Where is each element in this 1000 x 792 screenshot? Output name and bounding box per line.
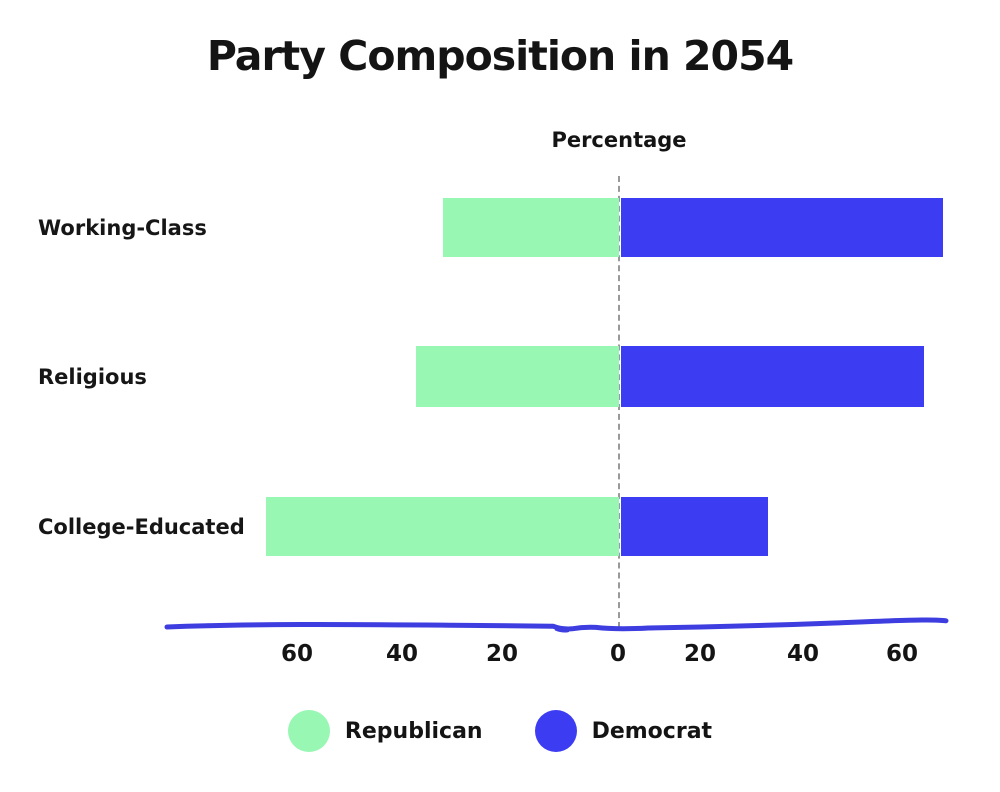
x-tick-right-20: 20 xyxy=(683,641,717,667)
legend-label-republican: Republican xyxy=(344,718,483,744)
legend: Republican Democrat xyxy=(0,710,1000,752)
bar-democrat-working-class xyxy=(621,198,943,257)
legend-item-republican: Republican xyxy=(287,710,483,752)
democrat-swatch-icon xyxy=(534,710,577,752)
x-axis-title: Percentage xyxy=(551,128,687,152)
bar-republican-college-educated xyxy=(265,497,619,556)
chart-title: Party Composition in 2054 xyxy=(206,32,794,80)
zero-reference-line xyxy=(618,176,620,628)
x-tick-left-60: 60 xyxy=(280,641,314,667)
bar-row-working-class: Working-Class xyxy=(0,198,1000,257)
x-tick-left-40: 40 xyxy=(385,641,419,667)
bar-row-college-educated: College-Educated xyxy=(0,497,1000,556)
legend-label-democrat: Democrat xyxy=(591,718,713,744)
legend-item-democrat: Democrat xyxy=(534,710,713,752)
category-label-working-class: Working-Class xyxy=(38,215,207,240)
category-label-college-educated: College-Educated xyxy=(38,514,245,539)
category-label-religious: Religious xyxy=(38,364,147,389)
bar-republican-working-class xyxy=(442,198,619,257)
x-axis-line xyxy=(164,617,949,633)
x-tick-zero: 0 xyxy=(609,641,627,667)
bar-row-religious: Religious xyxy=(0,346,1000,407)
bar-democrat-religious xyxy=(621,346,924,407)
bar-democrat-college-educated xyxy=(621,497,768,556)
republican-swatch-icon xyxy=(287,710,330,752)
x-tick-left-20: 20 xyxy=(485,641,519,667)
x-tick-right-40: 40 xyxy=(786,641,820,667)
bar-republican-religious xyxy=(415,346,619,407)
x-tick-right-60: 60 xyxy=(885,641,919,667)
